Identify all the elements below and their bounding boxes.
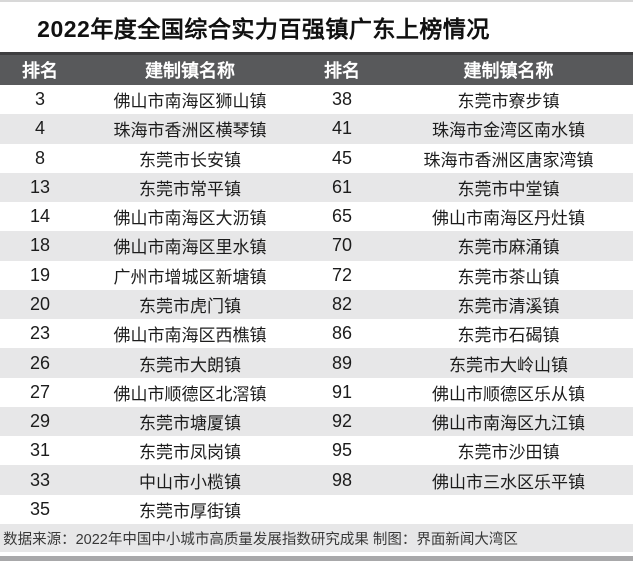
rank-cell-right: 86 bbox=[331, 323, 353, 344]
town-cell-left: 东莞市大朗镇 bbox=[139, 355, 241, 375]
table-row: 23 佛山市南海区西樵镇 86 东莞市石碣镇 bbox=[0, 319, 633, 349]
town-cell-left: 东莞市凤岗镇 bbox=[139, 443, 241, 463]
town-cell-right: 佛山市三水区乐平镇 bbox=[432, 472, 585, 492]
rank-cell-right: 38 bbox=[331, 89, 353, 110]
rank-cell-right: 72 bbox=[331, 264, 353, 285]
column-header-town-left: 建制镇名称 bbox=[145, 61, 235, 81]
town-cell-right: 东莞市大岭山镇 bbox=[449, 355, 568, 375]
table-row: 19 广州市增城区新塘镇 72 东莞市茶山镇 bbox=[0, 260, 633, 290]
town-cell-right: 佛山市南海区九江镇 bbox=[432, 414, 585, 434]
rank-cell-left: 8 bbox=[34, 147, 45, 168]
town-cell-left: 东莞市常平镇 bbox=[139, 179, 241, 199]
town-cell-left: 佛山市南海区狮山镇 bbox=[113, 92, 267, 112]
table-row: 3 佛山市南海区狮山镇 38 东莞市寮步镇 bbox=[0, 85, 633, 115]
column-header-rank-left: 排名 bbox=[22, 61, 58, 81]
rank-cell-left: 27 bbox=[29, 381, 51, 402]
town-cell-right: 东莞市茶山镇 bbox=[457, 267, 560, 287]
table-row: 8 东莞市长安镇 45 珠海市香洲区唐家湾镇 bbox=[0, 143, 633, 173]
table-row: 31 东莞市凤岗镇 95 东莞市沙田镇 bbox=[0, 436, 633, 466]
bottom-white-gap bbox=[0, 552, 633, 556]
town-cell-right: 东莞市清溪镇 bbox=[457, 296, 560, 316]
rank-cell-left: 20 bbox=[29, 293, 51, 314]
rank-cell-right: 82 bbox=[331, 293, 353, 314]
town-cell-right: 珠海市金湾区南水镇 bbox=[432, 121, 585, 141]
source-footer: 数据来源：2022年中国中小城市高质量发展指数研究成果 制图：界面新闻大湾区 bbox=[0, 524, 633, 552]
table-row: 18 佛山市南海区里水镇 70 东莞市麻涌镇 bbox=[0, 231, 633, 261]
table-row: 27 佛山市顺德区北滘镇 91 佛山市顺德区乐从镇 bbox=[0, 377, 633, 407]
top-edge-line bbox=[0, 0, 633, 2]
rank-cell-right: 70 bbox=[331, 235, 353, 256]
town-cell-left: 东莞市厚街镇 bbox=[139, 501, 241, 521]
rank-cell-left: 33 bbox=[29, 469, 51, 490]
rank-cell-left: 3 bbox=[34, 89, 45, 110]
rank-cell-right: 95 bbox=[331, 440, 353, 461]
table-row: 20 东莞市虎门镇 82 东莞市清溪镇 bbox=[0, 289, 633, 320]
town-cell-left: 佛山市南海区里水镇 bbox=[113, 238, 267, 258]
town-cell-right: 佛山市顺德区乐从镇 bbox=[432, 384, 585, 404]
town-cell-right: 东莞市麻涌镇 bbox=[457, 238, 560, 258]
rank-cell-left: 35 bbox=[29, 498, 51, 519]
table-header-row: 排名 建制镇名称 排名 建制镇名称 bbox=[0, 52, 633, 85]
town-cell-left: 佛山市南海区大沥镇 bbox=[113, 209, 267, 229]
page-title: 2022年度全国综合实力百强镇广东上榜情况 bbox=[37, 16, 490, 42]
rank-cell-right: 45 bbox=[331, 147, 353, 168]
table-row: 35 东莞市厚街镇 bbox=[0, 494, 633, 524]
rank-cell-right: 65 bbox=[331, 206, 353, 227]
table-body: 3 佛山市南海区狮山镇 38 东莞市寮步镇 4 珠海市香洲区横琴镇 41 珠海市… bbox=[0, 85, 633, 524]
town-cell-left: 中山市小榄镇 bbox=[139, 472, 241, 492]
town-cell-left: 佛山市南海区西樵镇 bbox=[113, 326, 267, 346]
rank-cell-right: 98 bbox=[331, 469, 353, 490]
rank-cell-left: 23 bbox=[29, 323, 51, 344]
rank-cell-left: 14 bbox=[29, 206, 51, 227]
title-bar: 2022年度全国综合实力百强镇广东上榜情况 bbox=[0, 2, 633, 52]
town-cell-left: 东莞市虎门镇 bbox=[139, 296, 241, 316]
rank-cell-right: 61 bbox=[331, 176, 353, 197]
rank-cell-right: 89 bbox=[331, 352, 353, 373]
rank-cell-right: 92 bbox=[331, 411, 353, 432]
column-header-town-right: 建制镇名称 bbox=[463, 61, 554, 81]
column-header-rank-right: 排名 bbox=[324, 61, 360, 81]
table-row: 4 珠海市香洲区横琴镇 41 珠海市金湾区南水镇 bbox=[0, 114, 633, 144]
rank-cell-left: 26 bbox=[29, 352, 51, 373]
rank-cell-left: 18 bbox=[29, 235, 51, 256]
town-cell-right: 东莞市中堂镇 bbox=[457, 179, 560, 199]
rank-cell-left: 31 bbox=[29, 440, 51, 461]
town-cell-right: 珠海市香洲区唐家湾镇 bbox=[423, 150, 594, 170]
town-cell-right: 东莞市石碣镇 bbox=[457, 326, 560, 346]
rank-cell-left: 4 bbox=[34, 118, 45, 139]
rank-cell-right: 41 bbox=[331, 118, 353, 139]
rank-cell-left: 13 bbox=[29, 176, 51, 197]
source-credit-text: 数据来源：2022年中国中小城市高质量发展指数研究成果 制图：界面新闻大湾区 bbox=[3, 531, 518, 548]
town-cell-left: 佛山市顺德区北滘镇 bbox=[113, 384, 267, 404]
town-cell-right: 东莞市沙田镇 bbox=[457, 443, 560, 463]
town-cell-right: 佛山市南海区丹灶镇 bbox=[432, 209, 585, 229]
bottom-edge-strip bbox=[0, 556, 633, 561]
rank-cell-right: 91 bbox=[331, 381, 353, 402]
rank-cell-left: 19 bbox=[29, 264, 51, 285]
table-row: 33 中山市小榄镇 98 佛山市三水区乐平镇 bbox=[0, 465, 633, 495]
town-cell-right: 东莞市寮步镇 bbox=[457, 92, 560, 112]
town-cell-left: 东莞市长安镇 bbox=[139, 150, 241, 170]
table-row: 14 佛山市南海区大沥镇 65 佛山市南海区丹灶镇 bbox=[0, 202, 633, 232]
table-row: 29 东莞市塘厦镇 92 佛山市南海区九江镇 bbox=[0, 406, 633, 437]
rank-cell-left: 29 bbox=[29, 411, 51, 432]
town-cell-left: 广州市增城区新塘镇 bbox=[113, 267, 267, 287]
table-row: 13 东莞市常平镇 61 东莞市中堂镇 bbox=[0, 172, 633, 203]
table-row: 26 东莞市大朗镇 89 东莞市大岭山镇 bbox=[0, 348, 633, 378]
town-cell-left: 东莞市塘厦镇 bbox=[139, 414, 241, 434]
town-cell-left: 珠海市香洲区横琴镇 bbox=[113, 121, 267, 141]
